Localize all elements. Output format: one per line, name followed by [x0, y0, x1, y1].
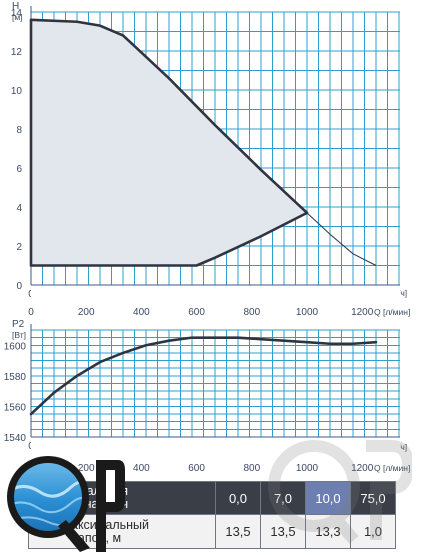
table-cell: 0,0 — [215, 481, 261, 515]
y-tick-label: 14 — [11, 8, 23, 19]
x2-tick-label: 200 — [78, 463, 95, 474]
x2-tick-label: 1200 — [351, 463, 374, 474]
qp-logo-watermark — [268, 440, 412, 544]
secondary-axis-band — [31, 289, 400, 322]
y-tick-label: 1580 — [4, 372, 27, 383]
x2-axis-label: Q [л/мин] — [374, 307, 410, 317]
x2-tick-label: 600 — [188, 463, 205, 474]
x2-tick-label: 400 — [133, 463, 150, 474]
y-tick-label: 10 — [11, 86, 23, 97]
y-axis-label: P2 — [12, 319, 25, 330]
x2-axis-label: Q [л/мин] — [374, 463, 410, 473]
power-curve — [29, 336, 378, 416]
y-tick-label: 2 — [16, 242, 22, 253]
table-cell: 13,3 — [305, 514, 351, 549]
table-cell: 1,0 — [350, 514, 396, 549]
y-tick-label: 6 — [16, 164, 22, 175]
x2-tick-label: 1000 — [296, 307, 319, 318]
x2-tick-label: 800 — [243, 463, 260, 474]
x2-tick-label: 0 — [28, 307, 34, 318]
x2-tick-label: 400 — [133, 307, 150, 318]
x2-tick-label: 1000 — [296, 463, 319, 474]
y-tick-label: 0 — [16, 281, 22, 292]
y-tick-label: 1600 — [4, 341, 27, 352]
y-axis-unit: [м] — [12, 12, 23, 22]
table-cell: 10,0 — [305, 481, 351, 515]
table-cell: 75,0 — [350, 481, 396, 515]
operating-area — [29, 18, 309, 267]
y-tick-label: 1540 — [4, 433, 27, 444]
x2-tick-label: 800 — [243, 307, 260, 318]
y-tick-label: 1560 — [4, 402, 27, 413]
x2-tick-label: 200 — [78, 307, 95, 318]
x2-tick-label: 1200 — [351, 307, 374, 318]
x2-tick-label: 600 — [188, 307, 205, 318]
y-axis-unit: [Вт] — [12, 330, 26, 340]
y-tick-label: 8 — [16, 125, 22, 136]
max-curve-extension — [306, 212, 377, 266]
y-tick-label: 12 — [11, 47, 23, 58]
qp-logo-left — [7, 456, 125, 552]
table-cell: 13,5 — [260, 514, 306, 549]
secondary-axis-band — [31, 441, 400, 476]
table-cell: 7,0 — [260, 481, 306, 515]
y-tick-label: 4 — [16, 203, 22, 214]
y-axis-label: H — [12, 1, 19, 12]
table-cell: 13,5 — [215, 514, 261, 549]
